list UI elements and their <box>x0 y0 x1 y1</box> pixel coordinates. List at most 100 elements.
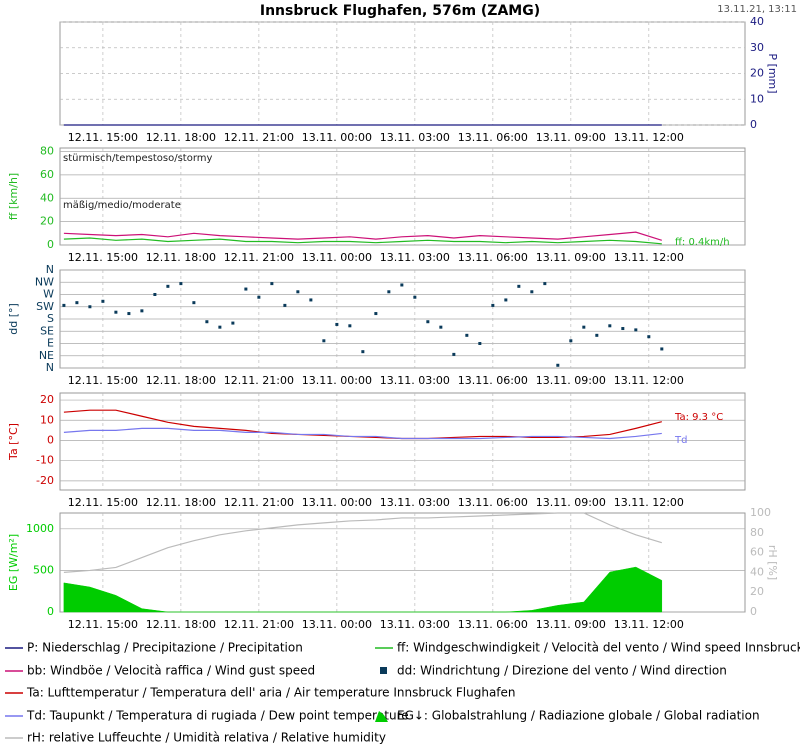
annotation: mäßig/medio/moderate <box>63 200 181 211</box>
x-tick-label: 13.11. 00:00 <box>302 374 372 387</box>
x-tick-label: 12.11. 15:00 <box>68 618 138 631</box>
point <box>218 325 222 329</box>
point <box>504 298 508 302</box>
x-tick-label: 13.11. 12:00 <box>614 496 684 509</box>
y-tick-label: 0 <box>47 433 54 446</box>
legend-label: ff: Windgeschwindigkeit / Velocità del v… <box>397 641 800 655</box>
x-tick-label: 13.11. 09:00 <box>536 131 606 144</box>
point <box>439 325 443 329</box>
y-tick-label: N <box>46 263 54 276</box>
x-tick-label: 13.11. 00:00 <box>302 251 372 264</box>
point <box>205 320 209 324</box>
x-tick-label: 13.11. 12:00 <box>614 618 684 631</box>
point <box>101 299 105 303</box>
y-tick-label: 0 <box>47 605 54 618</box>
line <box>63 427 662 440</box>
point <box>296 290 300 294</box>
x-tick-label: 13.11. 03:00 <box>380 618 450 631</box>
y2-tick-label: 20 <box>750 585 764 598</box>
point <box>179 282 183 286</box>
y-axis-label: ff [km/h] <box>7 173 20 220</box>
y-tick-label: E <box>47 337 54 350</box>
y2-tick-label: 60 <box>750 546 764 559</box>
x-tick-label: 12.11. 18:00 <box>146 496 216 509</box>
x-tick-label: 13.11. 09:00 <box>536 374 606 387</box>
point <box>88 305 92 309</box>
y-tick-label: 40 <box>40 191 54 204</box>
annotation: stürmisch/tempestoso/stormy <box>63 153 213 164</box>
legend-label: rH: relative Luffeuchte / Umidità relati… <box>27 731 386 745</box>
point <box>387 290 391 294</box>
y-tick-label: S <box>47 312 54 325</box>
point <box>192 301 196 305</box>
point <box>270 282 274 286</box>
x-tick-label: 13.11. 06:00 <box>458 131 528 144</box>
point <box>452 352 456 356</box>
y-axis-label: Ta [°C] <box>7 423 20 461</box>
y2-axis-label: P [mm] <box>766 53 779 93</box>
line <box>63 237 662 245</box>
x-tick-label: 13.11. 03:00 <box>380 374 450 387</box>
point <box>491 303 495 307</box>
y-tick-label: -10 <box>36 454 54 467</box>
x-tick-label: 12.11. 21:00 <box>224 618 294 631</box>
point <box>127 312 131 316</box>
x-tick-label: 13.11. 06:00 <box>458 618 528 631</box>
legend-label: dd: Windrichtung / Direzione del vento /… <box>397 664 727 678</box>
x-tick-label: 13.11. 12:00 <box>614 374 684 387</box>
x-tick-label: 13.11. 03:00 <box>380 131 450 144</box>
point <box>257 295 261 299</box>
x-tick-label: 13.11. 03:00 <box>380 251 450 264</box>
annotation: ff: 0.4km/h <box>675 237 730 248</box>
x-tick-label: 12.11. 21:00 <box>224 251 294 264</box>
y-tick-label: NW <box>35 275 54 288</box>
x-tick-label: 13.11. 12:00 <box>614 131 684 144</box>
line <box>63 512 662 573</box>
y-tick-label: 60 <box>40 168 54 181</box>
panel <box>59 392 746 491</box>
y-tick-label: N <box>46 361 54 374</box>
x-tick-label: 12.11. 18:00 <box>146 131 216 144</box>
title: Innsbruck Flughafen, 576m (ZAMG) <box>260 3 540 19</box>
y-tick-label: 20 <box>40 393 54 406</box>
point <box>478 342 482 345</box>
legend-label: Ta: Lufttemperatur / Temperatura dell' a… <box>26 686 516 700</box>
y-tick-label: 10 <box>40 413 54 426</box>
y2-tick-label: 0 <box>750 605 757 618</box>
y-tick-label: 0 <box>47 238 54 251</box>
point <box>569 339 573 343</box>
point <box>530 290 534 294</box>
point <box>231 321 235 325</box>
x-tick-label: 12.11. 15:00 <box>68 374 138 387</box>
y-tick-label: 500 <box>33 563 54 576</box>
x-tick-label: 12.11. 18:00 <box>146 374 216 387</box>
y-tick-label: SW <box>36 300 54 313</box>
point <box>647 335 651 339</box>
y-tick-label: NE <box>39 349 54 362</box>
y2-tick-label: 30 <box>750 41 764 54</box>
panel <box>59 147 746 246</box>
point <box>517 284 521 288</box>
x-tick-label: 12.11. 21:00 <box>224 374 294 387</box>
point <box>140 309 144 313</box>
point <box>153 293 157 296</box>
y2-tick-label: 10 <box>750 92 764 105</box>
legend-label: EG↓: Globalstrahlung / Radiazione global… <box>397 709 760 723</box>
x-tick-label: 13.11. 00:00 <box>302 496 372 509</box>
point <box>634 328 638 332</box>
area <box>63 566 663 613</box>
x-tick-label: 13.11. 12:00 <box>614 251 684 264</box>
legend-label: P: Niederschlag / Precipitazione / Preci… <box>27 641 303 655</box>
y-tick-label: 1000 <box>26 522 54 535</box>
point <box>322 339 326 343</box>
y2-tick-label: 100 <box>750 506 771 519</box>
x-tick-label: 13.11. 09:00 <box>536 251 606 264</box>
y-tick-label: 20 <box>40 215 54 228</box>
x-tick-label: 12.11. 15:00 <box>68 251 138 264</box>
point <box>660 347 664 351</box>
legend-marker <box>375 711 388 722</box>
x-tick-label: 12.11. 15:00 <box>68 496 138 509</box>
x-tick-label: 13.11. 03:00 <box>380 496 450 509</box>
point <box>114 310 118 314</box>
